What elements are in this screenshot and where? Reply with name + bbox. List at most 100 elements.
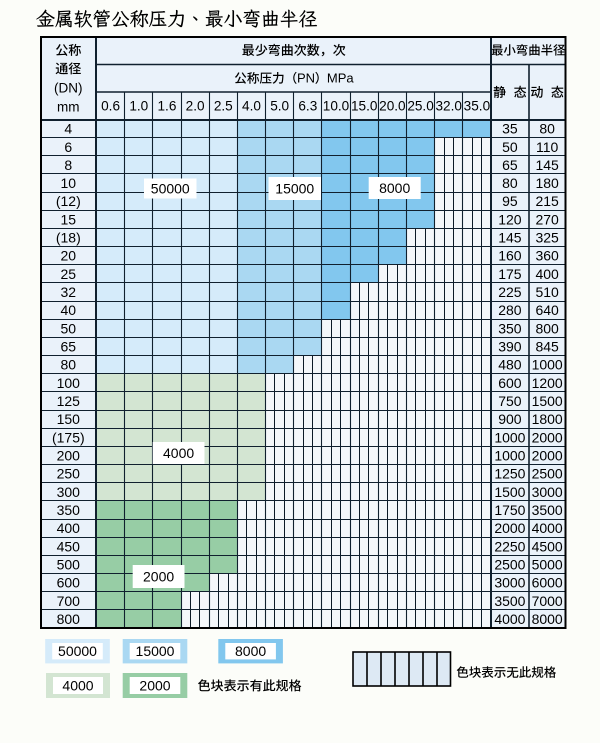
svg-text:25.0: 25.0 <box>407 99 434 114</box>
svg-text:1.0: 1.0 <box>129 99 148 114</box>
svg-text:(18): (18) <box>56 230 81 246</box>
svg-text:350: 350 <box>498 320 522 336</box>
svg-text:845: 845 <box>535 339 559 355</box>
svg-text:3000: 3000 <box>532 484 563 500</box>
svg-text:2250: 2250 <box>494 538 525 554</box>
svg-text:35: 35 <box>502 121 518 137</box>
svg-text:120: 120 <box>498 211 522 227</box>
svg-text:(DN): (DN) <box>54 80 83 95</box>
svg-text:360: 360 <box>535 248 559 264</box>
svg-text:32: 32 <box>61 284 77 300</box>
svg-text:8000: 8000 <box>379 180 410 196</box>
svg-text:6: 6 <box>64 139 72 155</box>
svg-text:125: 125 <box>57 393 81 409</box>
svg-text:4000: 4000 <box>494 611 525 627</box>
svg-text:400: 400 <box>535 266 559 282</box>
svg-text:1200: 1200 <box>532 375 563 391</box>
svg-text:10.0: 10.0 <box>323 99 350 114</box>
svg-text:1000: 1000 <box>494 447 525 463</box>
svg-text:3000: 3000 <box>494 575 525 591</box>
svg-text:80: 80 <box>61 357 77 373</box>
svg-text:35.0: 35.0 <box>464 99 491 114</box>
svg-text:270: 270 <box>535 211 559 227</box>
svg-text:80: 80 <box>539 121 555 137</box>
svg-text:300: 300 <box>57 484 81 500</box>
svg-text:325: 325 <box>535 230 559 246</box>
svg-text:4500: 4500 <box>532 538 563 554</box>
svg-text:1500: 1500 <box>532 393 563 409</box>
svg-text:5000: 5000 <box>532 556 563 572</box>
svg-text:150: 150 <box>57 411 81 427</box>
svg-text:15: 15 <box>61 211 77 227</box>
svg-text:2000: 2000 <box>143 569 174 585</box>
svg-text:50: 50 <box>502 139 518 155</box>
svg-text:180: 180 <box>535 175 559 191</box>
svg-text:32.0: 32.0 <box>435 99 462 114</box>
svg-text:20: 20 <box>61 248 77 264</box>
svg-text:1000: 1000 <box>494 429 525 445</box>
svg-text:200: 200 <box>57 447 81 463</box>
svg-text:2000: 2000 <box>494 520 525 536</box>
svg-text:6.3: 6.3 <box>298 99 317 114</box>
svg-text:500: 500 <box>57 556 81 572</box>
svg-text:1750: 1750 <box>494 502 525 518</box>
svg-text:2500: 2500 <box>532 466 563 482</box>
svg-text:15.0: 15.0 <box>351 99 378 114</box>
svg-text:15000: 15000 <box>136 643 175 659</box>
svg-text:2000: 2000 <box>532 429 563 445</box>
svg-text:10: 10 <box>61 175 77 191</box>
svg-text:700: 700 <box>57 593 81 609</box>
svg-text:50000: 50000 <box>151 181 190 197</box>
svg-text:750: 750 <box>498 393 522 409</box>
svg-text:2.5: 2.5 <box>214 99 233 114</box>
svg-text:4000: 4000 <box>62 678 93 694</box>
svg-text:225: 225 <box>498 284 522 300</box>
svg-text:50: 50 <box>61 320 77 336</box>
svg-text:15000: 15000 <box>275 181 314 197</box>
svg-text:4000: 4000 <box>532 520 563 536</box>
svg-text:8: 8 <box>64 157 72 173</box>
svg-text:400: 400 <box>57 520 81 536</box>
svg-text:(175): (175) <box>52 429 85 445</box>
svg-text:25: 25 <box>61 266 77 282</box>
svg-text:350: 350 <box>57 502 81 518</box>
svg-text:80: 80 <box>502 175 518 191</box>
svg-text:50000: 50000 <box>58 643 97 659</box>
svg-text:20.0: 20.0 <box>379 99 406 114</box>
svg-text:2000: 2000 <box>139 678 170 694</box>
svg-text:2.0: 2.0 <box>186 99 205 114</box>
svg-text:145: 145 <box>498 230 522 246</box>
svg-text:800: 800 <box>535 320 559 336</box>
svg-text:160: 160 <box>498 248 522 264</box>
svg-text:3500: 3500 <box>494 593 525 609</box>
svg-text:1500: 1500 <box>494 484 525 500</box>
svg-text:510: 510 <box>535 284 559 300</box>
svg-text:480: 480 <box>498 357 522 373</box>
svg-text:900: 900 <box>498 411 522 427</box>
svg-text:2500: 2500 <box>494 556 525 572</box>
svg-text:110: 110 <box>536 139 559 155</box>
svg-text:100: 100 <box>57 375 81 391</box>
svg-text:4.0: 4.0 <box>242 99 261 114</box>
svg-text:600: 600 <box>498 375 522 391</box>
svg-text:280: 280 <box>498 302 522 318</box>
svg-text:4000: 4000 <box>163 445 194 461</box>
svg-text:PN: PN <box>297 71 315 86</box>
svg-text:8000: 8000 <box>235 643 266 659</box>
svg-text:40: 40 <box>61 302 77 318</box>
svg-text:600: 600 <box>57 575 81 591</box>
svg-text:65: 65 <box>502 157 518 173</box>
svg-text:145: 145 <box>535 157 559 173</box>
svg-text:175: 175 <box>498 266 522 282</box>
svg-text:7000: 7000 <box>532 593 563 609</box>
svg-text:800: 800 <box>57 611 81 627</box>
svg-text:1250: 1250 <box>494 466 525 482</box>
svg-text:215: 215 <box>535 193 559 209</box>
svg-text:3500: 3500 <box>532 502 563 518</box>
svg-text:(12): (12) <box>56 193 81 209</box>
svg-text:1000: 1000 <box>532 357 563 373</box>
svg-text:0.6: 0.6 <box>101 99 120 114</box>
svg-text:mm: mm <box>57 100 80 115</box>
svg-text:65: 65 <box>61 339 77 355</box>
svg-text:8000: 8000 <box>532 611 563 627</box>
